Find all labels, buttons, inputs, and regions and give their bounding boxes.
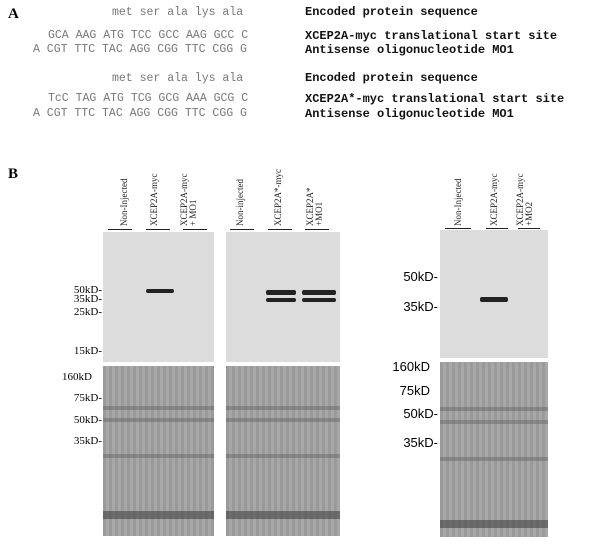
lane-label: XCEP2A-myc + MO1 xyxy=(179,173,198,227)
antisense-sequence-2: A CGT TTC TAC AGG CGG TTC CGG G xyxy=(33,107,247,120)
marker: 35kD- xyxy=(73,435,102,447)
protein-label-1: Encoded protein sequence xyxy=(305,5,478,19)
loading-control-blot-1 xyxy=(103,366,214,536)
protein-sequence-1: met ser ala lys ala xyxy=(112,6,244,19)
antisense-label-2: Antisense oligonucleotide MO1 xyxy=(305,107,514,121)
loading-control-blot-3 xyxy=(440,362,548,537)
marker: 75kD xyxy=(399,383,430,398)
sense-label-1: XCEP2A-myc translational start site xyxy=(305,29,558,43)
marker: 50kD- xyxy=(403,406,438,421)
protein-label-2: Encoded protein sequence xyxy=(305,71,478,85)
lane-label: XCEP2A-myc xyxy=(489,173,499,227)
panel-a-label: A xyxy=(8,6,19,22)
lane-label: Non-injected xyxy=(235,179,245,226)
marker: 160kD xyxy=(62,371,92,383)
panel-b-label: B xyxy=(8,166,19,182)
antisense-sequence-1: A CGT TTC TAC AGG CGG TTC CGG G xyxy=(33,43,247,56)
sense-sequence-1: GCA AAG ATG TCC GCC AAG GCC C xyxy=(48,29,249,42)
sense-label-2: XCEP2A*-myc translational start site xyxy=(305,92,565,106)
marker: 15kD- xyxy=(73,345,102,357)
lane-label: Non-Injected xyxy=(119,178,129,226)
marker: 35kD- xyxy=(403,435,438,450)
lane-label: XCEP2A-myc xyxy=(149,173,159,227)
western-blot-3 xyxy=(440,230,548,358)
lane-label: Non-Injected xyxy=(453,178,463,226)
lane-label: XCEP2A*-myc xyxy=(273,169,283,226)
sense-sequence-2: TcC TAG ATG TCG GCG AAA GCG C xyxy=(48,92,249,105)
marker: 160kD xyxy=(392,359,430,374)
marker: 25kD- xyxy=(73,306,102,318)
marker: 50kD- xyxy=(73,414,102,426)
marker: 50kD- xyxy=(403,269,438,284)
lane-label: XCEP2A* +MO1 xyxy=(305,187,324,226)
marker: 50kD- xyxy=(73,284,102,296)
western-blot-2 xyxy=(226,232,340,362)
western-blot-1 xyxy=(103,232,214,362)
antisense-label-1: Antisense oligonucleotide MO1 xyxy=(305,43,514,57)
protein-sequence-2: met ser ala lys ala xyxy=(112,72,244,85)
marker: 35kD- xyxy=(403,299,438,314)
marker: 35kD- xyxy=(73,293,102,305)
lane-label: XCEP2A-myc +MO2 xyxy=(515,173,534,227)
marker: 75kD- xyxy=(73,392,102,404)
loading-control-blot-2 xyxy=(226,366,340,536)
